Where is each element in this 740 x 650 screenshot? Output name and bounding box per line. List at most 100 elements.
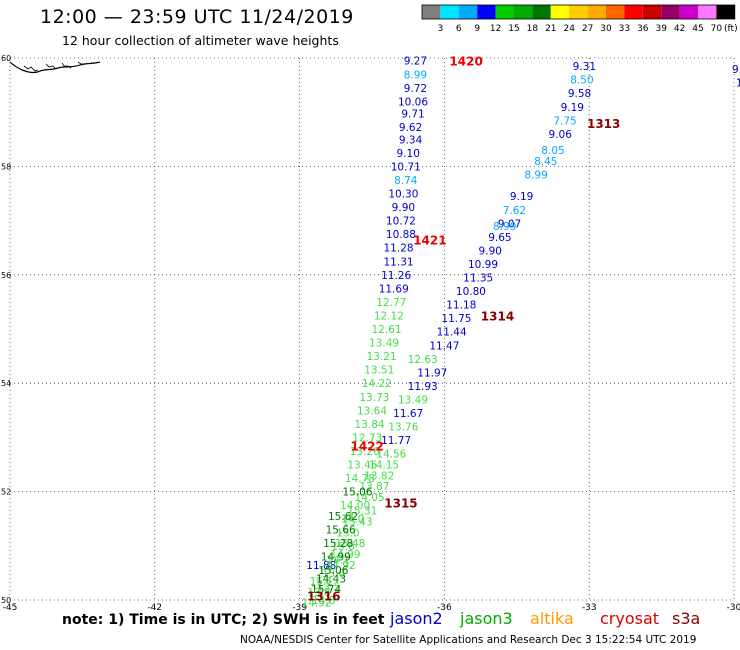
colorbar-label: 70: [711, 24, 723, 34]
wave-height-label: 13.76: [388, 422, 418, 434]
colorbar-label: 6: [456, 24, 462, 34]
colorbar-swatch: [642, 5, 662, 19]
wave-height-label: 14.15: [369, 460, 399, 472]
colorbar-swatch: [716, 5, 735, 19]
legend-altika: altika: [530, 609, 574, 628]
wave-height-label: 14.78: [345, 473, 375, 485]
wave-height-label: 9.27: [404, 56, 427, 68]
colorbar-label: 21: [545, 24, 556, 34]
wave-height-label: 9.58: [568, 88, 591, 100]
colorbar-swatch: [679, 5, 698, 19]
wave-height-label: 13.82: [364, 470, 394, 482]
wave-height-label: 15.6: [331, 541, 355, 553]
x-tick-label: -36: [437, 603, 452, 613]
wave-height-label: 11.88: [306, 560, 336, 572]
wave-height-label: 14.22: [362, 378, 392, 390]
wave-height-label: 11.47: [429, 340, 459, 352]
wave-height-label: 15.62: [328, 511, 358, 523]
wave-height-label: 8.99: [524, 170, 547, 182]
wave-height-label: 12.63: [408, 354, 438, 366]
colorbar-swatch: [587, 5, 606, 19]
colorbar-label: 24: [563, 24, 575, 34]
wave-height-label: 11.26: [381, 270, 411, 282]
colorbar: 3 6 9 12 15 18 21 24 27 30 33 36 39 42 45 70 (ft): [421, 4, 738, 34]
wave-height-label: 10.80: [456, 286, 486, 298]
x-tick-label: -30: [727, 603, 740, 613]
colorbar-label: 12: [490, 24, 501, 34]
wave-height-label: 13.49: [369, 338, 399, 350]
wave-height-label: 15.06: [318, 565, 348, 577]
legend-s3a: s3a: [672, 609, 701, 628]
wave-height-label: 11.44: [437, 327, 467, 339]
colorbar-label: (ft): [724, 24, 738, 34]
wave-height-label: 13.84: [355, 419, 385, 431]
wave-height-label: 14.8: [312, 595, 335, 607]
colorbar-label: 27: [582, 24, 593, 34]
colorbar-label: 15: [508, 24, 519, 34]
wave-height-label: 15.48: [335, 538, 365, 550]
y-tick-label: 58: [1, 162, 11, 171]
colorbar-label: 18: [527, 24, 539, 34]
wave-height-label: 13.49: [398, 394, 428, 406]
series-2: 12.7712.1212.6113.4913.2113.5114.2213.73…: [301, 297, 437, 610]
colorbar-swatch: [569, 5, 588, 19]
wave-height-label: 13.6: [322, 568, 346, 580]
wave-height-label: 9.90: [392, 202, 415, 214]
wave-height-label: 8.50: [570, 75, 593, 87]
wave-height-label: 15.06: [342, 487, 372, 499]
wave-height-label: 11.67: [393, 408, 423, 420]
pass-time-label: 1420: [449, 55, 482, 69]
wave-height-label: 8.05: [541, 145, 564, 157]
legend-jason2: jason2: [390, 609, 443, 628]
wave-height-label: 10.71: [391, 161, 421, 173]
pass-time-label: 1421: [413, 234, 446, 248]
wave-height-label: 14.92: [326, 560, 356, 572]
colorbar-swatch: [532, 5, 551, 19]
colorbar-label: 3: [438, 24, 444, 34]
colorbar-swatch: [661, 5, 680, 19]
wave-height-label: 10.99: [468, 259, 498, 271]
wave-height-label: 14.0: [341, 514, 364, 526]
wave-height-label: 14.99: [330, 549, 360, 561]
wave-height-label: 8.99: [404, 69, 427, 81]
wave-height-label: 12.61: [371, 324, 401, 336]
wave-height-label: 10.30: [388, 189, 418, 201]
wave-height-label: 15.31: [347, 506, 377, 518]
footer-credit: NOAA/NESDIS Center for Satellite Applica…: [240, 634, 697, 646]
wave-height-label: 15.74: [311, 584, 341, 596]
wave-height-label: 11.75: [441, 313, 471, 325]
wave-height-label: 9.19: [510, 191, 533, 203]
wave-height-label: 13.26: [350, 446, 380, 458]
coastline-detail: [23, 61, 85, 72]
wave-height-label: 8.45: [534, 156, 557, 168]
wave-height-label: 10.88: [386, 229, 416, 241]
wave-height-label: 15.28: [323, 538, 353, 550]
wave-height-label: 9.10: [397, 148, 420, 160]
wave-height-label: 10.72: [386, 216, 416, 228]
x-tick-label: -42: [147, 603, 162, 613]
wave-height-label: 9.62: [399, 122, 422, 134]
wave-height-label: 14.92: [301, 598, 331, 610]
wave-height-label: 9.71: [401, 108, 424, 120]
colorbar-swatch: [514, 5, 533, 19]
colorbar-swatch: [458, 5, 478, 19]
colorbar-swatch: [606, 5, 625, 19]
wave-height-label: 11.69: [379, 283, 409, 295]
page-title: 12:00 — 23:59 UTC 11/24/2019: [40, 6, 354, 28]
footer-note: note: 1) Time is in UTC; 2) SWH is in fe…: [62, 612, 385, 628]
wave-height-label: 15.0: [336, 527, 359, 539]
wave-height-label: 13.5: [317, 581, 340, 593]
wave-height-label: 13.73: [359, 392, 389, 404]
colorbar-label: 45: [692, 24, 703, 34]
wave-height-label: 14.00: [340, 500, 370, 512]
colorbar-frame: [421, 4, 736, 20]
wave-height-label: 15.1: [310, 576, 333, 588]
wave-height-label: 9.72: [404, 83, 427, 95]
wave-height-label: 13.8: [307, 587, 330, 599]
y-tick-label: 56: [1, 271, 11, 280]
y-tick-label: 50: [1, 596, 11, 605]
wave-height-label: 11.97: [417, 367, 447, 379]
